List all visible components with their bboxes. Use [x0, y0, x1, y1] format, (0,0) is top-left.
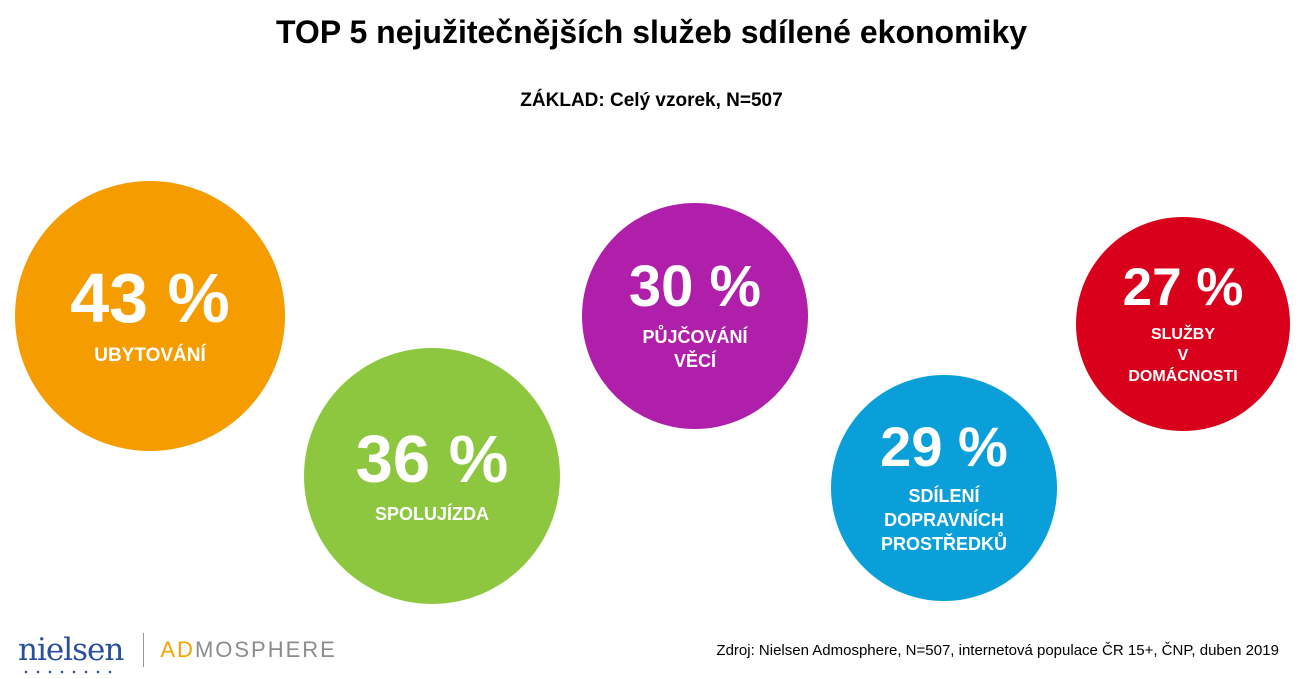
bubble-3: 30 % PŮJČOVÁNÍ VĚCÍ — [582, 203, 808, 429]
bubble-label: SLUŽBY V DOMÁCNOSTI — [1128, 324, 1237, 387]
bubble-4: 29 % SDÍLENÍ DOPRAVNÍCH PROSTŘEDKŮ — [831, 375, 1057, 601]
bubble-label: UBYTOVÁNÍ — [94, 343, 206, 368]
footer-logos: nielsen ADMOSPHERE — [18, 630, 337, 674]
bubble-label-line: DOPRAVNÍCH — [884, 510, 1004, 531]
bubble-label-line: DOMÁCNOSTI — [1128, 368, 1238, 386]
chart-title: TOP 5 nejužitečnějších služeb sdílené ek… — [275, 14, 1028, 50]
bubble-label: PŮJČOVÁNÍ VĚCÍ — [642, 326, 747, 374]
bubble-label-line: UBYTOVÁNÍ — [94, 345, 206, 367]
admosphere-logo: ADMOSPHERE — [160, 637, 337, 662]
bubble-value: 30 % — [628, 254, 762, 320]
bubble-label-line: PROSTŘEDKŮ — [880, 533, 1007, 554]
bubble-label-line: V — [1177, 346, 1189, 364]
bubble-5: 27 % SLUŽBY V DOMÁCNOSTI — [1076, 217, 1290, 431]
source-note: Zdroj: Nielsen Admosphere, N=507, intern… — [716, 642, 1279, 659]
chart-subtitle: ZÁKLAD: Celý vzorek, N=507 — [520, 90, 783, 111]
logo-separator — [143, 633, 145, 667]
bubble-value: 29 % — [880, 415, 1008, 479]
bubble-label-line: PŮJČOVÁNÍ — [642, 327, 748, 348]
bubble-label: SDÍLENÍ DOPRAVNÍCH PROSTŘEDKŮ — [881, 485, 1007, 556]
bubble-value: 27 % — [1122, 257, 1244, 317]
bubble-2: 36 % SPOLUJÍZDA — [304, 348, 560, 604]
bubble-label-line: SDÍLENÍ — [908, 486, 980, 507]
bubble-value: 36 % — [355, 421, 509, 497]
nielsen-logo-dots — [20, 670, 115, 674]
bubble-value: 43 % — [70, 259, 230, 338]
bubble-label-line: VĚCÍ — [673, 351, 716, 371]
bubble-1: 43 % UBYTOVÁNÍ — [15, 181, 285, 451]
bubble-label: SPOLUJÍZDA — [375, 503, 489, 527]
bubble-label-line: SLUŽBY — [1150, 325, 1215, 343]
bubble-label-line: SPOLUJÍZDA — [374, 503, 489, 524]
nielsen-logo: nielsen — [18, 632, 124, 674]
